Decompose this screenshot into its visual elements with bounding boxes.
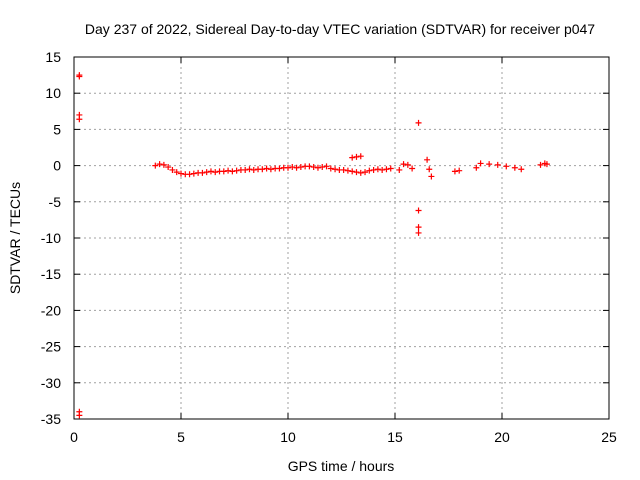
data-point (220, 168, 227, 175)
data-point (246, 166, 253, 173)
data-point (511, 164, 518, 171)
y-tick-label: -20 (41, 302, 61, 318)
data-point (362, 169, 369, 176)
y-tick-label: -25 (41, 339, 61, 355)
data-point (415, 229, 422, 236)
data-point (327, 165, 334, 172)
data-point (178, 170, 184, 177)
data-point (186, 171, 193, 178)
data-point (409, 165, 416, 172)
data-point (486, 161, 493, 168)
data-point (207, 168, 214, 175)
data-point (340, 166, 347, 173)
data-point (344, 167, 351, 174)
data-point (76, 412, 83, 419)
data-point (404, 161, 411, 168)
data-point (229, 168, 236, 175)
data-point (156, 161, 163, 168)
data-point (503, 163, 510, 170)
y-tick-label: -10 (41, 230, 61, 246)
data-point (267, 166, 274, 173)
data-point (537, 161, 544, 168)
data-point (374, 166, 381, 173)
data-point (76, 73, 83, 80)
data-point (383, 166, 390, 173)
data-point (323, 163, 330, 170)
data-point (242, 166, 249, 173)
data-point (310, 164, 317, 171)
data-point (259, 166, 266, 173)
data-point (353, 169, 360, 176)
data-point (233, 167, 240, 174)
grid (74, 57, 609, 419)
data-point (332, 166, 339, 173)
data-point (473, 164, 480, 171)
data-point (160, 161, 167, 168)
data-point (319, 164, 326, 171)
data-point (477, 160, 484, 167)
data-point (415, 119, 422, 126)
y-tick-label: 10 (45, 85, 61, 101)
axis-ticks: 0 5 10 15 20 25 15 10 5 0 -5 -10 -15 -20 -25 -30 -35 (41, 49, 617, 445)
data-point (76, 116, 83, 123)
data-point (543, 161, 550, 168)
data-point (225, 167, 232, 174)
data-point (276, 165, 283, 172)
data-point (451, 168, 458, 175)
x-tick-label: 0 (70, 429, 78, 445)
data-point (353, 153, 360, 160)
y-tick-label: -5 (49, 194, 62, 210)
data-point (152, 162, 159, 169)
data-point (379, 166, 386, 173)
data-point (456, 167, 463, 174)
data-point (400, 161, 407, 168)
data-point (357, 169, 364, 176)
x-tick-label: 15 (387, 429, 403, 445)
x-tick-label: 5 (177, 429, 185, 445)
data-point (306, 163, 313, 170)
data-point (349, 168, 356, 175)
data-point (285, 164, 291, 171)
data-point (387, 165, 394, 172)
y-tick-label: -30 (41, 375, 61, 391)
data-point (173, 169, 180, 176)
data-point (349, 154, 356, 161)
data-point (415, 224, 422, 231)
y-axis-label: SDTVAR / TECUs (7, 182, 23, 294)
data-point (289, 164, 296, 171)
x-tick-label: 20 (494, 429, 510, 445)
data-point (370, 166, 377, 173)
data-point (297, 164, 304, 171)
data-point (293, 164, 300, 171)
x-tick-label: 10 (280, 429, 296, 445)
data-point (314, 164, 321, 171)
data-point (190, 170, 197, 177)
y-tick-label: -15 (41, 266, 61, 282)
data-point (203, 169, 210, 176)
y-tick-label: -35 (41, 411, 61, 427)
data-point (212, 169, 219, 176)
y-tick-label: 0 (53, 158, 61, 174)
data-point (428, 173, 435, 180)
y-tick-label: 15 (45, 49, 61, 65)
data-point (426, 166, 433, 173)
x-tick-label: 25 (601, 429, 617, 445)
data-point (199, 169, 206, 176)
data-point (169, 166, 176, 173)
data-point (494, 161, 501, 168)
y-tick-label: 5 (53, 121, 61, 137)
data-point (518, 166, 525, 173)
data-point (357, 153, 364, 160)
x-axis-label: GPS time / hours (288, 458, 395, 474)
data-point (396, 166, 403, 173)
data-point (415, 207, 422, 214)
chart-title: Day 237 of 2022, Sidereal Day-to-day VTE… (85, 21, 595, 37)
data-point (250, 166, 257, 173)
data-point (165, 164, 172, 171)
data-point (424, 156, 431, 163)
data-point (263, 165, 270, 172)
data-series (76, 72, 550, 419)
data-point (366, 167, 373, 174)
